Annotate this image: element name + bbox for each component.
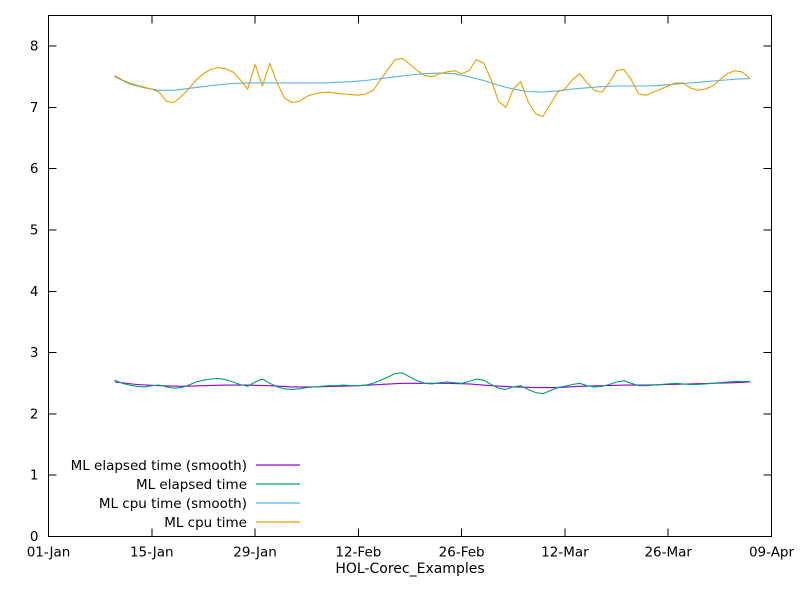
series-line-ml-cpu-time (114, 57, 750, 118)
plot-border (48, 15, 772, 537)
y-tick-label: 3 (30, 345, 39, 361)
y-tick-label: 0 (30, 529, 39, 545)
y-tick-label: 1 (30, 468, 39, 484)
legend: ML elapsed time (smooth) ML elapsed time M… (71, 458, 300, 531)
y-tick-label: 7 (30, 100, 39, 116)
x-tick-label: 26-Mar (644, 545, 692, 561)
x-axis-title: HOL-Corec_Examples (335, 561, 484, 577)
y-tick-label: 4 (30, 284, 39, 300)
y-tick-label: 5 (30, 223, 39, 239)
x-tick-label: 12-Feb (335, 545, 381, 561)
legend-label-ml-elapsed-time: ML elapsed time (136, 477, 247, 493)
y-axis: 0 1 2 3 4 5 6 7 8 (30, 39, 772, 545)
x-tick-label: 01-Jan (27, 545, 71, 561)
y-tick-label: 6 (30, 161, 39, 177)
x-axis: 01-Jan 15-Jan 29-Jan 12-Feb 26-Feb 12-Mar 26-M… (27, 15, 795, 561)
x-tick-label: 26-Feb (439, 545, 485, 561)
x-tick-label: 29-Jan (233, 545, 277, 561)
legend-label-ml-elapsed-time-smooth: ML elapsed time (smooth) (71, 458, 247, 474)
x-tick-label: 15-Jan (130, 545, 174, 561)
x-tick-label: 09-Apr (749, 545, 795, 561)
y-tick-label: 8 (30, 39, 39, 55)
y-tick-label: 2 (30, 406, 39, 422)
series-line-ml-cpu-time-smooth (114, 72, 750, 93)
x-tick-label: 12-Mar (541, 545, 589, 561)
legend-label-ml-cpu-time: ML cpu time (164, 515, 247, 531)
legend-label-ml-cpu-time-smooth: ML cpu time (smooth) (99, 496, 247, 512)
series-line-ml-elapsed-time (114, 372, 750, 395)
